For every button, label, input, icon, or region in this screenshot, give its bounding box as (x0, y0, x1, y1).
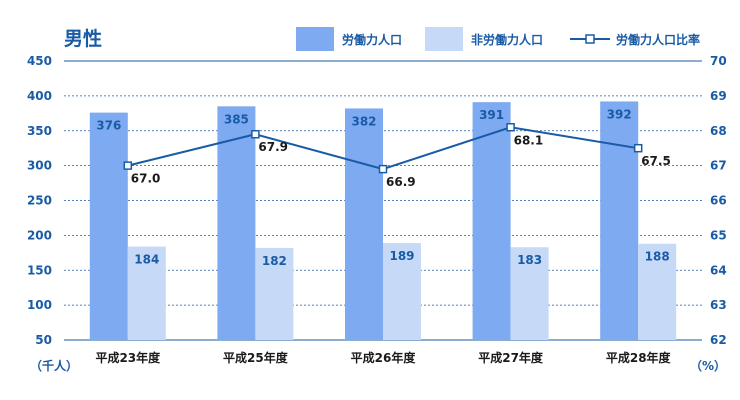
left-axis-ticks: 50 100 150 200 250 300 350 400 450 (27, 54, 52, 347)
left-tick-label: 300 (27, 159, 52, 173)
chart-title: 男性 (64, 27, 102, 50)
nonlabor-bar-label: 182 (262, 254, 287, 268)
right-tick-label: 67 (710, 159, 727, 173)
right-tick-label: 65 (710, 228, 727, 242)
nonlabor-bar (510, 247, 549, 340)
labor-bar-label: 376 (96, 119, 121, 133)
nonlabor-bar-label: 183 (517, 253, 542, 267)
legend-swatch-ratio-marker (585, 34, 595, 44)
left-tick-label: 400 (27, 89, 52, 103)
nonlabor-bar (255, 247, 294, 340)
ratio-point (378, 164, 388, 174)
nonlabor-bar-label: 188 (645, 250, 670, 264)
left-tick-label: 350 (27, 124, 52, 138)
left-tick-label: 200 (27, 228, 52, 242)
nonlabor-bar (127, 246, 166, 340)
left-tick-label: 150 (27, 263, 52, 277)
nonlabor-bar-label: 189 (389, 249, 414, 263)
legend: 労働力人口 非労働力人口 労働力人口比率 (296, 27, 700, 51)
ratio-point-label: 67.0 (131, 172, 161, 186)
labor-bar (472, 102, 511, 340)
labor-bar-label: 392 (607, 107, 632, 121)
right-tick-label: 70 (710, 54, 727, 68)
right-tick-label: 63 (710, 298, 727, 312)
right-tick-label: 66 (710, 194, 727, 208)
labor-bar-label: 391 (479, 108, 504, 122)
labor-bar-label: 382 (351, 114, 376, 128)
right-tick-label: 68 (710, 124, 727, 138)
left-axis-unit: （千人） (30, 358, 78, 373)
right-axis-ticks: 62 63 64 65 66 67 68 69 70 (710, 54, 727, 347)
legend-label-labor: 労働力人口 (342, 32, 402, 47)
ratio-line-series: 67.0 67.9 66.9 68.1 67.5 (123, 123, 671, 189)
bars: 376 184 385 182 382 189 391 183 392 188 (89, 101, 677, 341)
category-label: 平成26年度 (351, 350, 417, 365)
right-tick-label: 64 (710, 263, 727, 277)
left-tick-label: 50 (35, 333, 52, 347)
labor-bar (600, 101, 639, 340)
ratio-point (506, 123, 515, 132)
nonlabor-bar (638, 243, 677, 340)
legend-swatch-labor (296, 27, 334, 51)
right-axis-unit: （%） (690, 358, 726, 373)
right-tick-label: 69 (710, 89, 727, 103)
left-tick-label: 250 (27, 194, 52, 208)
ratio-point (251, 129, 260, 139)
ratio-point-label: 67.5 (641, 154, 671, 168)
right-tick-label: 62 (710, 333, 727, 347)
legend-swatch-nonlabor (425, 27, 463, 51)
category-label: 平成23年度 (95, 350, 161, 365)
legend-label-ratio: 労働力人口比率 (616, 32, 700, 47)
left-tick-label: 450 (27, 54, 52, 68)
ratio-point-label: 68.1 (514, 133, 544, 147)
labor-bar (345, 108, 383, 341)
legend-label-nonlabor: 非労働力人口 (471, 32, 543, 47)
category-label: 平成28年度 (606, 350, 672, 365)
ratio-point (123, 161, 133, 170)
ratio-point-label: 66.9 (386, 175, 416, 189)
labor-bar (217, 106, 256, 341)
category-label: 平成25年度 (223, 350, 289, 365)
nonlabor-bar (383, 243, 421, 340)
nonlabor-bar-label: 184 (134, 253, 159, 267)
category-labels: 平成23年度 平成25年度 平成26年度 平成27年度 平成28年度 (95, 350, 671, 365)
category-label: 平成27年度 (478, 350, 544, 365)
labor-bar (89, 112, 128, 341)
ratio-point (633, 143, 643, 153)
left-tick-label: 100 (27, 298, 52, 312)
labor-bar-label: 385 (224, 112, 249, 126)
ratio-point-label: 67.9 (258, 140, 288, 154)
